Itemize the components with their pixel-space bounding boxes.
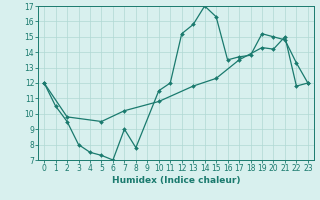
X-axis label: Humidex (Indice chaleur): Humidex (Indice chaleur) [112,176,240,185]
